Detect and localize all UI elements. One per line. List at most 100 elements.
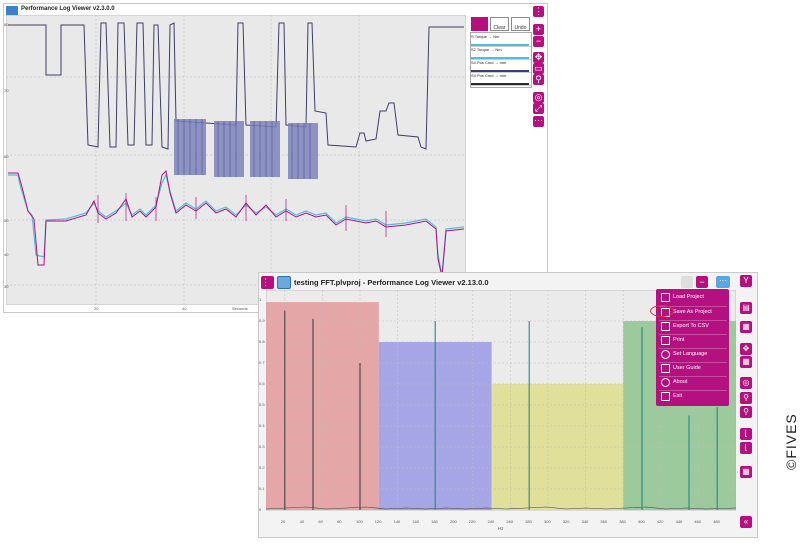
watermark: ©FIVES [783,413,799,470]
fft-y-tick: 0.6 [259,381,265,386]
menu-item-set-language[interactable]: Set Language [659,348,727,359]
grid-icon[interactable]: ▦ [740,356,752,368]
fft-x-tick: 20 [280,519,286,524]
fft-y-tick: 0.3 [259,444,265,449]
y-axis-config-icon[interactable]: Y [740,275,752,287]
front-window-title: testing FFT.plvproj - Performance Log Vi… [294,278,489,287]
fft-x-tick: 320 [562,519,570,524]
cursor-icon[interactable]: ◎ [533,92,544,103]
fft-x-tick: 420 [656,519,664,524]
more-button[interactable]: ··· [533,115,544,127]
fft-x-tick: 80 [337,519,342,524]
info-icon [661,378,670,387]
back-y-tick: 70 [4,88,9,93]
fft-y-tick: 0.4 [259,423,265,428]
zoom-in-button[interactable]: + [533,24,544,35]
more-button[interactable]: ··· [716,276,730,288]
fft-x-tick: 180 [431,519,438,524]
menu-item-export-csv[interactable]: Export To CSV [659,320,727,331]
app-icon [6,6,18,16]
fft-x-tick: 220 [468,519,476,524]
fft-y-tick: 0.7 [259,360,265,365]
back-toolbar-btn-undo[interactable]: Undo [511,17,530,31]
add-chart-button[interactable] [681,276,693,288]
collapse-panel-button[interactable]: « [740,516,752,528]
fit-icon[interactable]: ▭ [533,63,544,74]
zoom-icon[interactable]: ⚲ [740,392,752,404]
zoom-out-button[interactable]: − [533,36,544,47]
legend-row[interactable]: S4 Pos Cmd → mm [471,60,531,73]
minus-button[interactable]: − [696,276,708,288]
legend-swatch [471,70,529,72]
menu-item-print[interactable]: Print [659,334,727,345]
fft-y-tick: 0.5 [259,402,265,407]
frequency-band [491,384,624,510]
legend-swatch [471,44,529,46]
legend-swatch [471,57,529,59]
menu-item-load-project[interactable]: Load Project [659,292,727,303]
print-preview-icon[interactable]: ▤ [740,302,752,314]
back-chart [6,15,466,305]
back-y-tick: 80 [4,22,9,27]
search-icon[interactable]: ⚲ [533,74,544,85]
fft-x-tick: 380 [619,519,626,524]
fft-x-tick: 140 [393,519,401,524]
highlight-ellipse [650,305,674,317]
fft-y-tick: 0.1 [259,486,265,491]
back-window-title: Performance Log Viewer v2.3.0.0 [21,6,115,12]
pan-icon[interactable]: ✥ [533,52,544,63]
cursor-icon[interactable]: ◎ [740,377,752,389]
back-y-tick: 60 [4,154,9,159]
marker-a-icon[interactable]: ⌊ [740,428,752,440]
legend-row[interactable]: S Torque → Nm [471,34,531,47]
fft-x-tick: 240 [487,519,495,524]
folder-icon [661,293,670,302]
exit-icon [661,392,670,401]
back-toolbar-btn-link[interactable] [471,17,488,31]
back-grid-menu-button[interactable]: ⋮ [533,6,544,17]
back-toolbar-btn-clear[interactable]: Clear [490,17,509,31]
back-y-tick: 40 [4,252,9,257]
fft-x-tick: 340 [581,519,589,524]
legend-row[interactable]: S2 Torque → Nm [471,47,531,60]
fft-x-tick: 400 [638,519,645,524]
fft-y-tick: 0 [259,507,262,512]
menu-item-exit[interactable]: Exit [659,390,727,401]
app-icon [277,276,291,289]
fft-x-tick: 160 [412,519,420,524]
fft-x-tick: 280 [525,519,532,524]
fft-x-tick: 100 [356,519,363,524]
fft-y-tick: 0.2 [259,465,265,470]
fft-x-label: Hz [498,526,504,531]
fft-y-tick: 0.8 [259,339,265,344]
fft-x-tick: 460 [694,519,702,524]
expand-icon[interactable]: ⤢ [533,103,544,114]
fft-x-tick: 200 [450,519,457,524]
menu-item-user-guide[interactable]: User Guide [659,362,727,373]
zoom-out-icon[interactable]: ⚲ [740,406,752,418]
book-icon [661,364,670,373]
fft-x-tick: 260 [506,519,514,524]
grid-menu-button[interactable]: ⋮⋮ [261,276,279,289]
fft-x-tick: 360 [600,519,608,524]
fft-x-tick: 480 [713,519,720,524]
export-icon [661,322,670,331]
fft-x-tick: 120 [374,519,382,524]
fft-y-tick: 0.9 [259,318,265,323]
fft-x-tick: 440 [675,519,683,524]
table-icon[interactable]: ▦ [740,466,752,478]
back-x-label: Seconds [232,306,248,311]
chart-settings-icon[interactable]: ▦ [740,321,752,333]
fft-y-tick: 1 [259,297,262,302]
back-legend [470,32,532,88]
marker-b-icon[interactable]: ⌊ [740,442,752,454]
fft-x-tick: 40 [299,519,305,524]
legend-swatch [471,83,529,85]
back-y-tick: 50 [4,218,9,223]
legend-row[interactable]: S4 Pos Cmd → mm [471,73,531,86]
fft-x-tick: 300 [544,519,551,524]
globe-icon [661,350,670,359]
menu-item-about[interactable]: About [659,376,727,387]
pan-icon[interactable]: ✥ [740,343,752,355]
fft-x-tick: 60 [318,519,323,524]
